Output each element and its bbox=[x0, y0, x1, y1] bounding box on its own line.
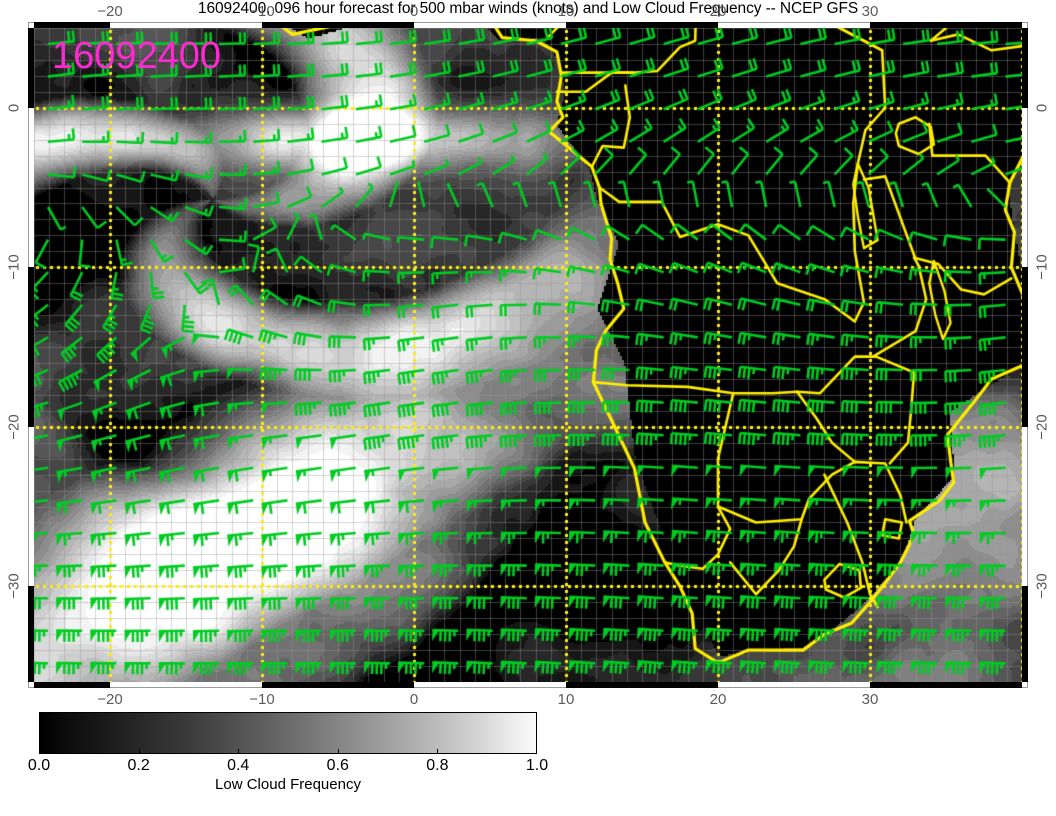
map-plot-area[interactable] bbox=[34, 28, 1022, 682]
axis-band-top bbox=[34, 22, 1022, 28]
axis-tick-label-left: −30 bbox=[5, 573, 23, 600]
axis-band-left bbox=[28, 28, 34, 682]
colorbar-tick-label: 0.0 bbox=[27, 757, 51, 774]
axis-tick-label-left: 0 bbox=[5, 103, 23, 112]
axis-tick-label-bottom: 20 bbox=[709, 691, 727, 708]
colorbar-tick bbox=[39, 749, 40, 754]
axis-tick-label-bottom: 0 bbox=[409, 691, 419, 708]
colorbar-gradient bbox=[39, 712, 537, 754]
axis-tick-label-right: −30 bbox=[1033, 573, 1051, 600]
date-stamp: 16092400 bbox=[52, 35, 222, 77]
axis-tick-label-top: 10 bbox=[557, 3, 575, 20]
colorbar-tick-label: 0.4 bbox=[227, 757, 250, 774]
page-title: 16092400, 096 hour forecast for 500 mbar… bbox=[197, 0, 859, 17]
axis-tick-label-bottom: 30 bbox=[861, 691, 879, 708]
axis-tick-label-right: 0 bbox=[1033, 103, 1051, 112]
axis-tick-label-bottom: 10 bbox=[557, 691, 575, 708]
colorbar-tick-label: 0.2 bbox=[127, 757, 150, 774]
axis-tick-label-top: −20 bbox=[97, 3, 123, 20]
axis-tick-label-right: −20 bbox=[1033, 414, 1051, 440]
axis-tick-label-left: −20 bbox=[5, 414, 23, 440]
colorbar-tick-label: 0.8 bbox=[426, 757, 449, 774]
axis-tick-label-top: −10 bbox=[249, 3, 275, 20]
colorbar-tick bbox=[138, 749, 140, 754]
colorbar-tick-label: 1.0 bbox=[525, 757, 549, 774]
forecast-map-canvas[interactable] bbox=[34, 28, 1022, 682]
colorbar-caption: Low Cloud Frequency bbox=[215, 776, 361, 793]
axis-band-right bbox=[1022, 28, 1028, 682]
colorbar-tick bbox=[437, 749, 439, 754]
colorbar-tick-label: 0.6 bbox=[326, 757, 349, 774]
colorbar-tick bbox=[337, 749, 339, 754]
axis-tick-label-bottom: −10 bbox=[249, 691, 275, 708]
axis-tick-label-top: 20 bbox=[709, 3, 727, 20]
colorbar-tick bbox=[536, 749, 537, 754]
axis-band-bottom bbox=[34, 682, 1022, 688]
axis-tick-label-bottom: −20 bbox=[97, 691, 123, 708]
colorbar-tick bbox=[238, 749, 240, 754]
axis-tick-label-top: 0 bbox=[409, 3, 419, 20]
axis-tick-label-right: −10 bbox=[1033, 254, 1051, 280]
axis-tick-label-left: −10 bbox=[5, 254, 23, 280]
axis-tick-label-top: 30 bbox=[861, 3, 879, 20]
